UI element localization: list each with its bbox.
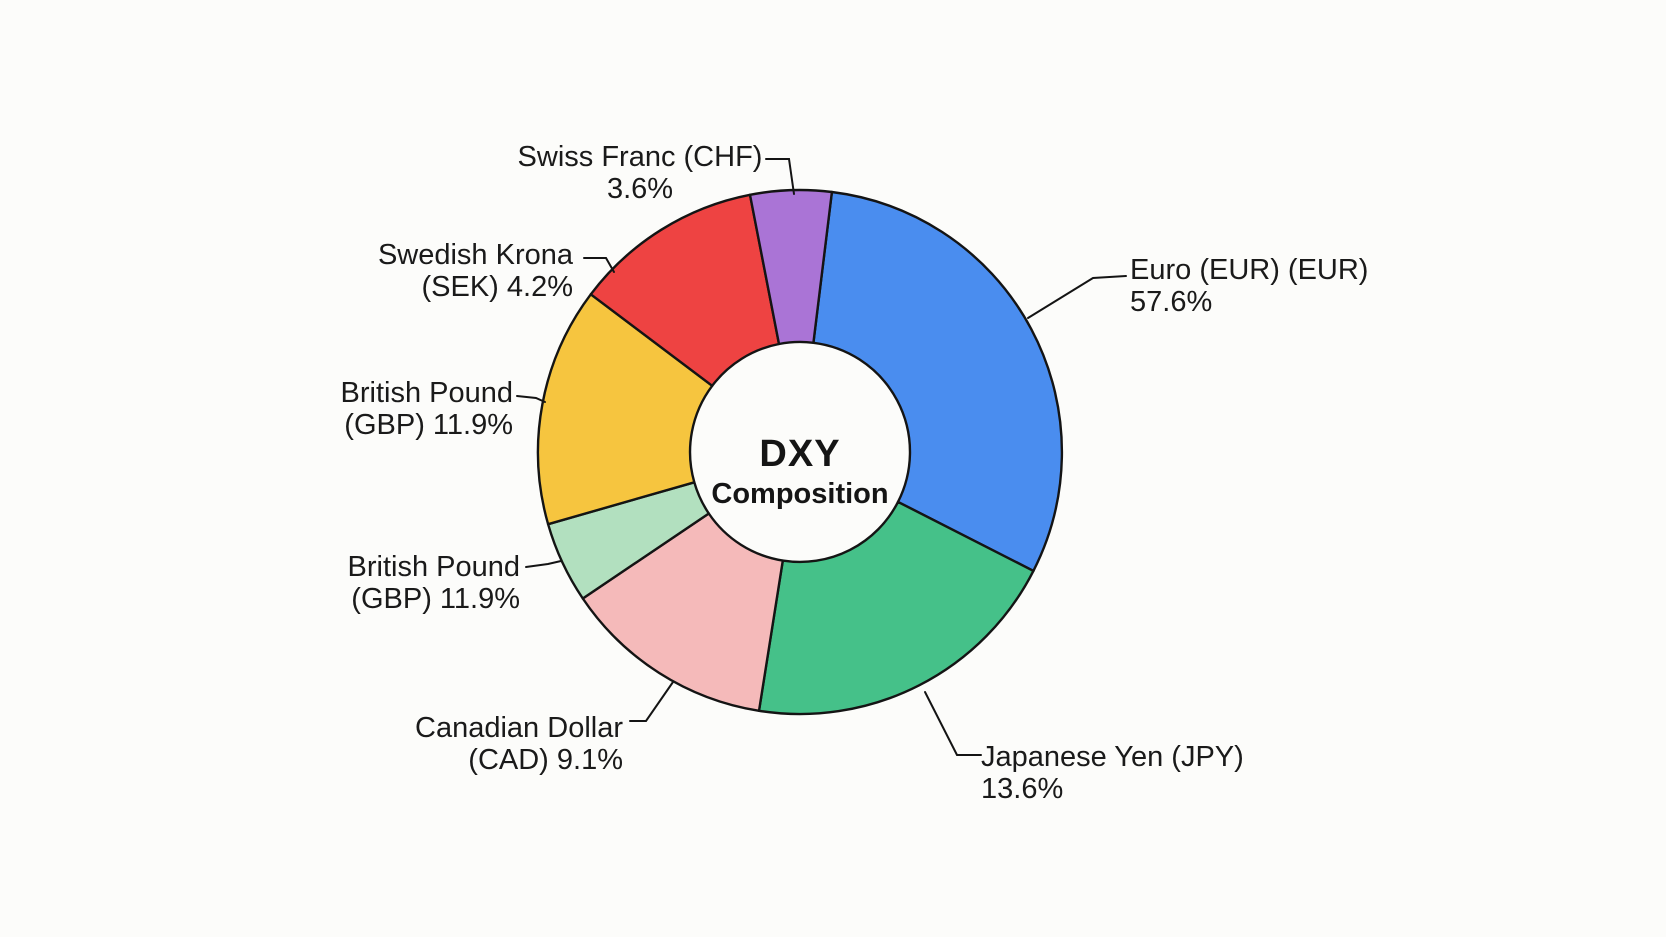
slice-label-japanese-yen: Japanese Yen (JPY) 13.6%: [981, 741, 1244, 805]
pie-slice-euro: [812, 190, 1064, 573]
leader-line-swedish-krona: [583, 257, 615, 273]
leader-line-british-pound: [516, 395, 546, 403]
slice-label-canadian-dollar-name: Canadian Dollar: [415, 712, 623, 744]
slice-label-british-pound-2-pct: (GBP) 11.9%: [351, 583, 520, 615]
slice-label-swedish-krona-name: Swedish Krona: [377, 239, 573, 271]
slice-label-british-pound-pct: (GBP) 11.9%: [344, 409, 513, 441]
leader-line-euro: [1027, 275, 1127, 319]
slice-label-euro-name: Euro (EUR) (EUR): [1130, 254, 1369, 286]
donut-center-title: DXY: [759, 433, 841, 475]
leader-line-japanese-yen: [924, 691, 982, 756]
slice-label-euro-pct: 57.6%: [1130, 286, 1213, 318]
leader-line-british-pound-2: [525, 560, 562, 568]
leader-line-swiss-franc: [765, 158, 795, 195]
slice-label-swiss-franc-name: Swiss Franc (CHF): [517, 141, 763, 173]
slice-label-swiss-franc-pct: 3.6%: [606, 173, 674, 205]
slice-label-japanese-yen-pct: 13.6%: [981, 773, 1064, 805]
slice-label-british-pound-name: British Pound: [340, 377, 514, 409]
donut-center-label: DXY Composition: [711, 432, 888, 512]
slice-label-british-pound-2-name: British Pound: [347, 551, 521, 583]
slice-label-canadian-dollar-pct: (CAD) 9.1%: [468, 744, 623, 776]
slice-label-swiss-franc: Swiss Franc (CHF) 3.6%: [518, 141, 763, 205]
pie-slice-japanese-yen: [757, 500, 1035, 716]
slice-label-british-pound-2: British Pound (GBP) 11.9%: [348, 551, 521, 615]
slice-label-canadian-dollar: Canadian Dollar (CAD) 9.1%: [415, 712, 623, 776]
slice-label-swedish-krona-pct: (SEK) 4.2%: [421, 271, 574, 303]
pie-slice-swiss-franc: [748, 188, 834, 346]
slice-label-british-pound: British Pound (GBP) 11.9%: [341, 377, 514, 441]
slice-label-euro: Euro (EUR) (EUR) 57.6%: [1130, 254, 1368, 318]
pie-slice-canadian-dollar: [581, 512, 784, 712]
slice-label-swedish-krona: Swedish Krona (SEK) 4.2%: [378, 239, 573, 303]
pie-slice-swedish-krona: [589, 193, 781, 387]
pie-slice-british-pound: [536, 293, 714, 526]
leader-line-canadian-dollar: [629, 681, 674, 722]
donut-center-subtitle: Composition: [711, 478, 889, 510]
slice-label-japanese-yen-name: Japanese Yen (JPY): [981, 741, 1244, 773]
